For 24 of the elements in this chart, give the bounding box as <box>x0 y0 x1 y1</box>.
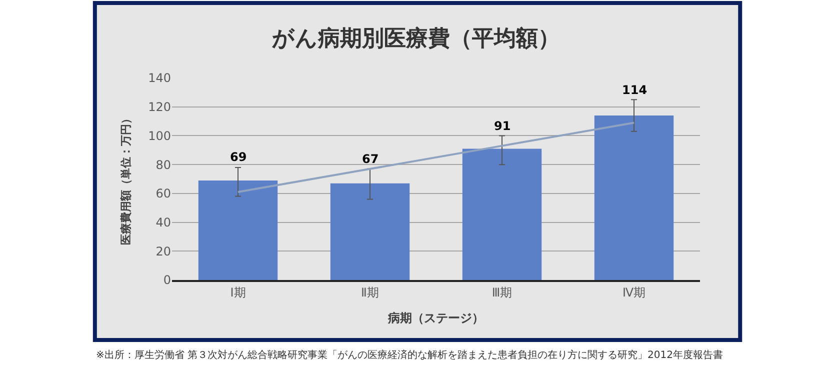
y-tick-label: 60 <box>156 186 171 201</box>
y-tick-label: 120 <box>148 100 171 114</box>
y-tick-label: 140 <box>148 71 171 86</box>
y-tick-label: 20 <box>156 244 171 258</box>
x-axis-title: 病期（ステージ） <box>387 310 484 325</box>
y-tick-label: 40 <box>156 215 171 230</box>
bar <box>198 180 278 280</box>
y-tick-label: 100 <box>148 128 171 143</box>
bar <box>462 148 542 280</box>
chart-title: がん病期別医療費（平均額） <box>271 26 560 52</box>
bar <box>330 183 410 280</box>
data-label: 114 <box>622 83 648 97</box>
data-label: 69 <box>230 150 247 164</box>
data-label: 67 <box>362 152 379 166</box>
x-tick-label: Ⅱ期 <box>361 285 379 300</box>
x-tick-label: Ⅲ期 <box>492 285 512 300</box>
x-tick-label: Ⅳ期 <box>622 285 646 300</box>
y-tick-label: 80 <box>156 158 171 172</box>
x-tick-label: Ⅰ期 <box>230 285 246 300</box>
y-tick-label: 0 <box>163 273 171 288</box>
bar <box>594 116 674 280</box>
data-label: 91 <box>494 119 511 133</box>
y-axis-title: 医療費用額（単位：万円） <box>120 113 133 245</box>
text: ※出所：厚生労働省 第３次対がん総合戦略研究事業「がんの医療経済的な解析を踏まえた患者負担の在り方に関する研究」2012年度報告書 <box>96 349 724 361</box>
